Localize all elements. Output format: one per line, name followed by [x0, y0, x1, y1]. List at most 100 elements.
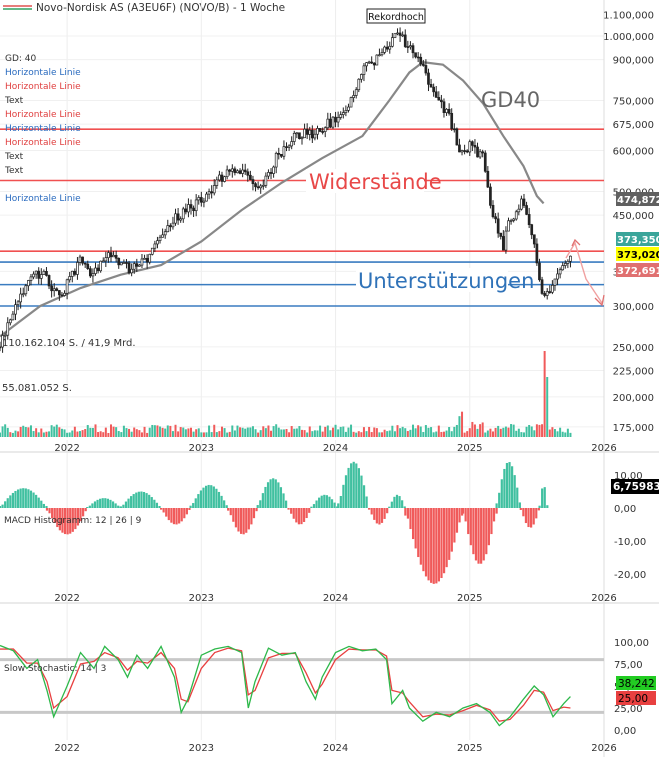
macd-bar: [403, 506, 406, 508]
macd-bar: [252, 508, 256, 519]
price-annotations: Rekordhoch GD40 Widerstände Unterstützun…: [306, 8, 605, 307]
macd-bar: [516, 487, 519, 508]
volume-bar: [365, 431, 368, 437]
candle-body: [179, 218, 183, 221]
macd-bar: [256, 505, 259, 508]
resistance-label-bg: [306, 169, 424, 193]
legend-item: Horizontale Linie: [5, 138, 81, 148]
volume-bar: [272, 426, 275, 437]
candle-body: [254, 183, 257, 188]
candle-body: [47, 275, 51, 287]
macd-bar: [524, 508, 528, 524]
volume-bar: [295, 428, 298, 437]
candle-body: [220, 174, 224, 182]
candle-body: [32, 273, 35, 278]
year-tick-label: 2025: [457, 743, 482, 754]
macd-bar: [355, 463, 358, 508]
volume-bar: [499, 428, 502, 437]
candle-body: [8, 319, 12, 324]
macd-bar: [312, 504, 316, 508]
candle-body: [535, 243, 539, 264]
macd-bar: [342, 484, 345, 508]
candle-body: [476, 146, 479, 158]
volume-bar: [205, 432, 208, 437]
volume-bar: [22, 425, 25, 437]
volume-bar: [84, 429, 87, 437]
volume-bar: [466, 431, 469, 437]
macd-bar: [543, 487, 546, 508]
candle-body: [527, 214, 531, 226]
macd-bar: [295, 508, 298, 523]
stoch-tick-label: 100,00: [614, 638, 649, 649]
macd-bar: [290, 508, 293, 514]
stoch-badge-text: 25,00: [618, 693, 648, 705]
macd-bar: [417, 508, 420, 558]
macd-bar: [212, 486, 215, 508]
candle-body: [264, 175, 268, 186]
candle-body: [205, 193, 208, 202]
volume-bar: [546, 377, 549, 437]
volume-bar: [489, 428, 492, 437]
volume-bar: [484, 432, 487, 437]
volume-bar: [89, 427, 92, 437]
candle-body: [215, 179, 219, 186]
volume-bar: [161, 427, 164, 437]
candle-body: [414, 52, 417, 58]
macd-bar: [315, 500, 318, 508]
candle-body: [27, 280, 30, 287]
volume-bar: [236, 425, 239, 437]
volume-bar: [213, 424, 216, 437]
volume-bar: [357, 431, 360, 437]
volume-bar: [437, 425, 440, 437]
volume-bar: [133, 427, 136, 437]
macd-bar: [538, 505, 541, 508]
volume-bar: [388, 430, 391, 437]
volume-bar: [202, 432, 205, 437]
candle-body: [212, 185, 216, 194]
volume-bar: [166, 425, 169, 437]
macd-bar: [114, 503, 117, 508]
chart-header: Novo-Nordisk AS (A3EU6F) (NOVO/B) - 1 Wo…: [3, 2, 285, 14]
macd-bar: [155, 502, 159, 508]
year-tick-label: 2022: [54, 743, 79, 754]
macd-bar: [215, 488, 218, 508]
volume-bar: [525, 426, 528, 437]
slow-stochastic: [0, 644, 604, 727]
volume-bar: [275, 424, 278, 437]
candle-body: [440, 99, 443, 103]
price-badge-text: 474,872: [617, 195, 659, 206]
macd-bar: [411, 508, 415, 540]
candle-body: [11, 313, 15, 321]
candle-body: [19, 293, 22, 303]
candle-body: [445, 108, 448, 113]
macd-bar: [40, 500, 43, 508]
volume-bar: [200, 432, 203, 437]
volume-bar: [352, 431, 355, 437]
candle-body: [107, 252, 110, 259]
macd-bar: [388, 506, 391, 508]
macd-bar: [220, 495, 223, 508]
macd-bar: [66, 508, 69, 535]
macd-tick-label: -10,00: [614, 537, 646, 548]
volume-bar: [24, 426, 27, 437]
macd-bar: [104, 498, 107, 508]
macd-bar: [360, 475, 363, 508]
macd-bar: [430, 508, 433, 583]
macd-bar: [88, 505, 91, 508]
volume-bar: [362, 427, 365, 437]
volume-bar: [391, 425, 394, 437]
macd-bar: [445, 508, 448, 568]
volume-bar: [290, 426, 293, 437]
macd-bar: [383, 508, 386, 519]
time-axis: 2022 2023 2024 2025 2026 2022 2023 2024 2025 2026…: [54, 443, 616, 754]
macd-bar: [347, 467, 350, 508]
year-tick-label: 2026: [591, 593, 616, 604]
volume-bar: [104, 427, 107, 437]
volume-bar: [422, 431, 425, 437]
year-tick-label: 2026: [591, 743, 616, 754]
macd-bar: [282, 493, 285, 508]
volume-bar: [461, 411, 464, 437]
macd-bar: [432, 508, 435, 584]
macd-bar: [159, 508, 163, 510]
